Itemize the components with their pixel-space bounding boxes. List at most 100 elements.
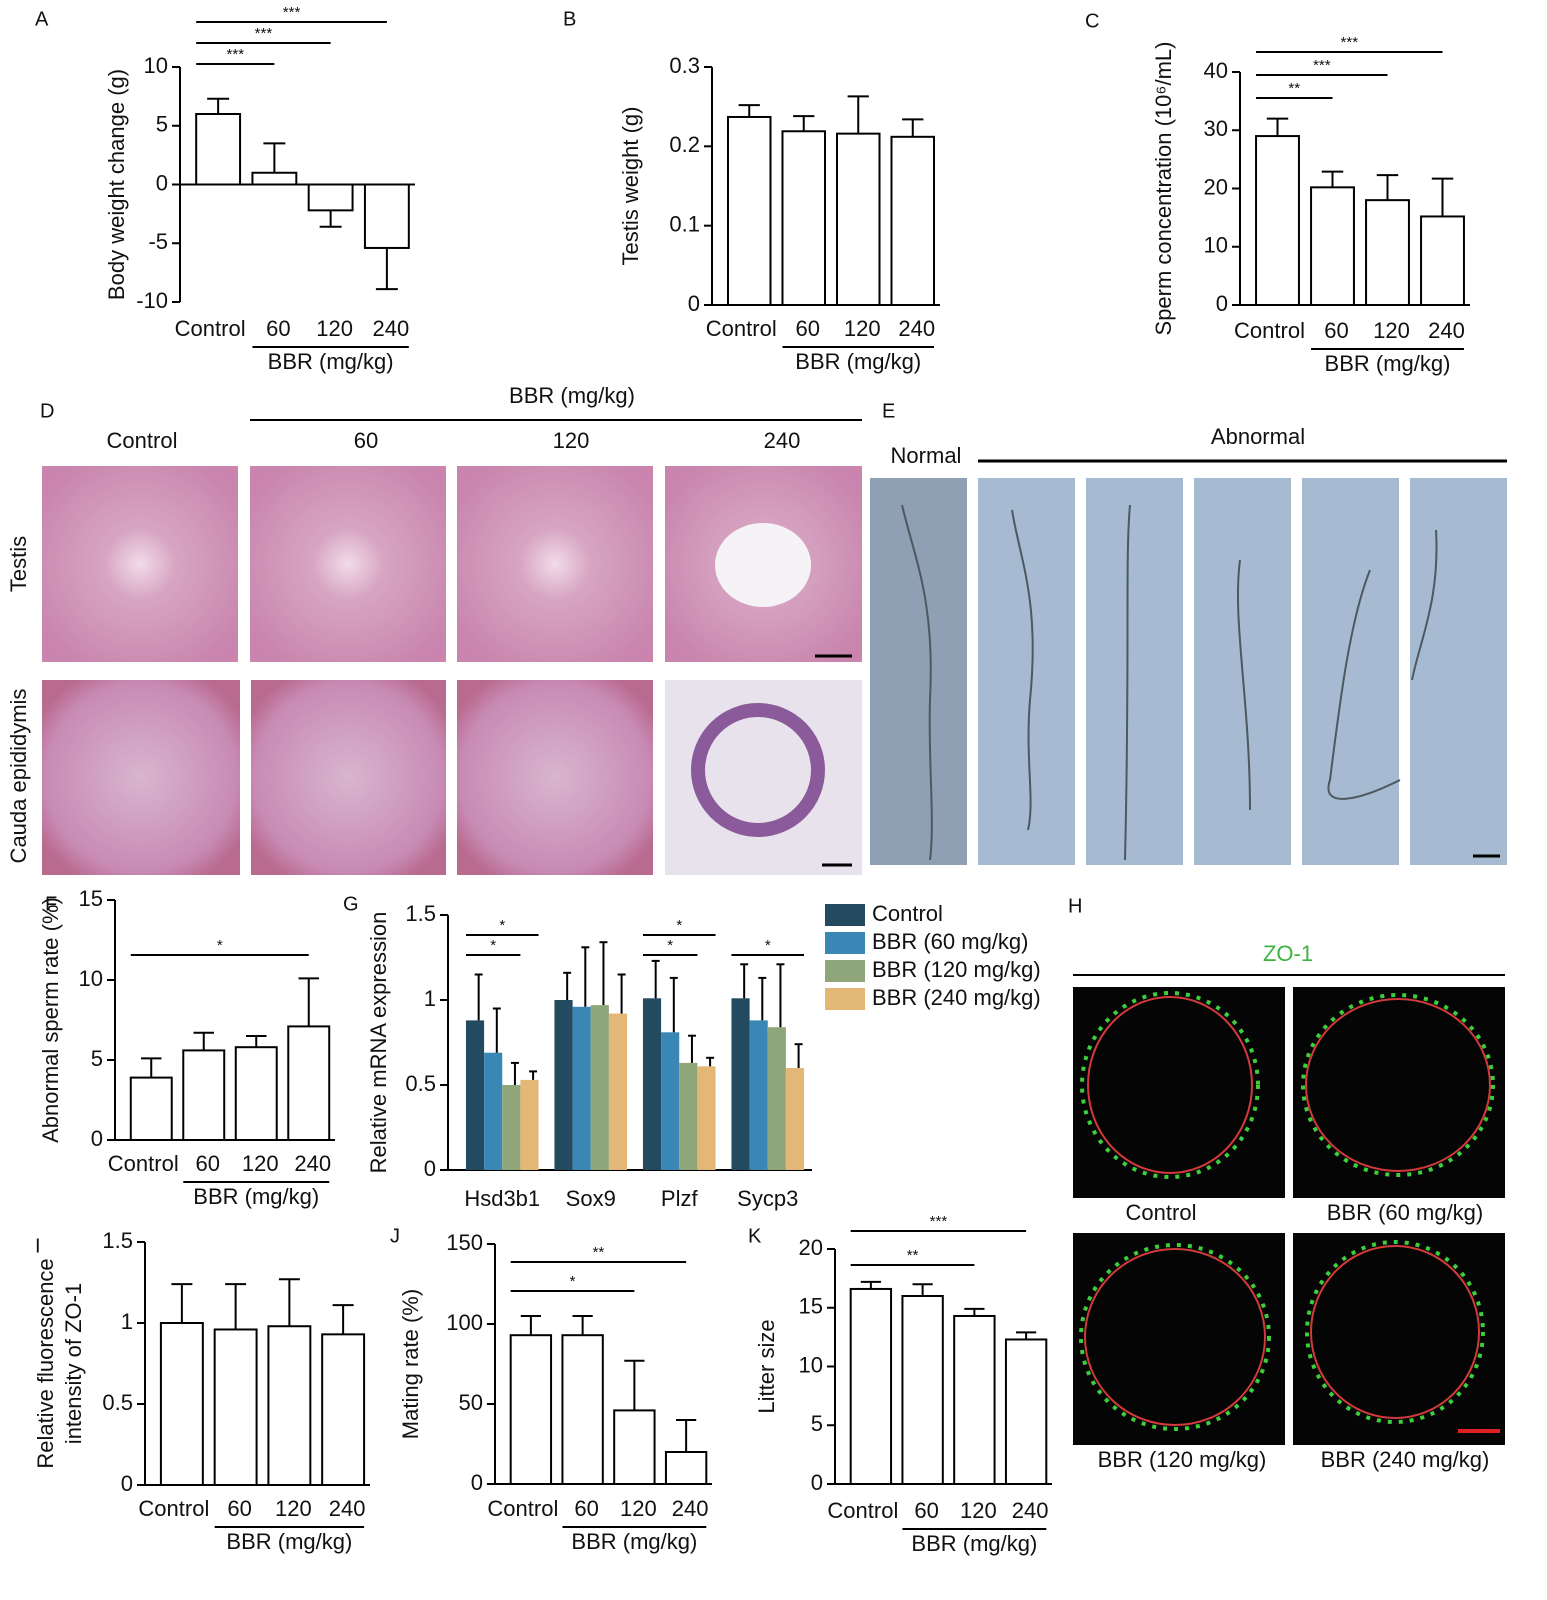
y-tick-label: 1: [121, 1309, 133, 1334]
y-axis-title: Relative mRNA expression: [366, 912, 391, 1174]
panel-label: F: [45, 893, 57, 915]
x-tick-label: 240: [672, 1496, 709, 1521]
y-tick-label: 1.5: [405, 901, 436, 926]
micrograph: [1410, 478, 1507, 865]
x-tick-label: 120: [620, 1496, 657, 1521]
y-tick-label: 100: [446, 1310, 483, 1335]
bar: [1255, 135, 1300, 306]
y-axis-title: Sperm concentration (10⁶/mL): [1151, 42, 1176, 336]
significance-label: *: [667, 937, 673, 954]
caption: BBR (240 mg/kg): [1321, 1447, 1490, 1472]
y-tick-label: 0.1: [669, 211, 700, 236]
bar: [509, 1334, 553, 1485]
significance-label: **: [593, 1244, 605, 1261]
caption: Control: [1126, 1200, 1197, 1225]
y-axis-title: Litter size: [754, 1319, 779, 1413]
micrograph: [978, 478, 1075, 865]
y-tick-label: 15: [79, 886, 103, 911]
y-tick-label: 10: [1204, 233, 1228, 258]
duct: [691, 703, 825, 837]
bar: [321, 1333, 366, 1486]
bar: [554, 1000, 573, 1170]
caption: BBR (120 mg/kg): [1098, 1447, 1267, 1472]
bar: [572, 1006, 591, 1170]
y-axis-title: Abnormal sperm rate (%): [38, 897, 63, 1143]
x-tick-label: Control: [138, 1496, 209, 1521]
bar: [613, 1409, 656, 1486]
x-tick-label: 60: [574, 1496, 598, 1521]
x-tick-label: Control: [108, 1151, 179, 1176]
micrograph: [1073, 987, 1285, 1198]
bar: [287, 1025, 331, 1142]
bar: [1310, 186, 1355, 307]
x-tick-label: 240: [1428, 318, 1465, 343]
micrograph: [1293, 1233, 1505, 1445]
x-tick-label: 60: [266, 316, 290, 341]
x-tick-label: Sox9: [566, 1186, 616, 1211]
y-tick-label: 0.3: [669, 53, 700, 78]
group-label: BBR (mg/kg): [571, 1529, 697, 1554]
y-tick-label: -5: [148, 229, 168, 254]
legend-swatch: [825, 932, 865, 954]
legend-label: Control: [872, 901, 943, 926]
x-tick-label: Hsd3b1: [464, 1186, 540, 1211]
significance-label: *: [490, 937, 496, 954]
y-tick-label: 1: [424, 986, 436, 1011]
bar: [307, 183, 354, 212]
bar: [484, 1052, 503, 1170]
panel-label: D: [40, 400, 54, 422]
legend-label: BBR (120 mg/kg): [872, 957, 1041, 982]
bar: [502, 1085, 521, 1170]
group-header: Normal: [891, 443, 962, 468]
y-tick-label: 10: [79, 966, 103, 991]
bar: [608, 1013, 628, 1170]
micrograph: [870, 478, 967, 865]
x-tick-label: 60: [196, 1151, 220, 1176]
group-label: BBR (mg/kg): [226, 1529, 352, 1554]
micrograph: [1302, 478, 1399, 865]
x-tick-label: 120: [960, 1498, 997, 1523]
y-tick-label: 5: [91, 1046, 103, 1071]
y-tick-label: 10: [799, 1352, 823, 1377]
y-tick-label: 20: [799, 1235, 823, 1260]
x-tick-label: 60: [1324, 318, 1348, 343]
legend-swatch: [825, 960, 865, 982]
y-tick-label: 30: [1204, 116, 1228, 141]
group-label: BBR (mg/kg): [268, 349, 394, 374]
y-tick-label: 0.5: [102, 1390, 133, 1415]
significance-label: *: [570, 1273, 576, 1290]
x-tick-label: 240: [898, 316, 935, 341]
y-tick-label: 0: [471, 1470, 483, 1495]
panel-label: H: [1068, 895, 1082, 917]
group-label: BBR (mg/kg): [795, 349, 921, 374]
y-tick-label: 40: [1204, 58, 1228, 83]
bar: [785, 1068, 805, 1170]
bar: [767, 1027, 786, 1170]
bar: [1365, 199, 1410, 306]
significance-label: *: [676, 917, 682, 934]
y-axis-title: Relative fluorescence: [33, 1258, 58, 1468]
x-tick-label: 60: [914, 1498, 938, 1523]
bar: [234, 1046, 278, 1141]
x-tick-label: 240: [329, 1496, 366, 1521]
tubule-outlines: [1079, 991, 1495, 1431]
bar: [561, 1334, 604, 1485]
column-label: 60: [354, 428, 378, 453]
micrograph: [1086, 478, 1183, 865]
group-label: BBR (mg/kg): [1325, 351, 1451, 376]
significance-label: *: [765, 937, 771, 954]
x-tick-label: Control: [487, 1496, 558, 1521]
bar: [679, 1062, 698, 1170]
bar: [726, 115, 772, 307]
y-tick-label: 15: [799, 1294, 823, 1319]
group-header: Abnormal: [1211, 424, 1305, 449]
bar: [849, 1287, 893, 1485]
bar: [781, 130, 827, 306]
bar: [890, 135, 936, 306]
significance-label: ***: [283, 4, 301, 21]
y-axis-title: Testis weight (g): [618, 107, 643, 266]
y-tick-label: 0: [156, 170, 168, 195]
legend-label: BBR (60 mg/kg): [872, 929, 1029, 954]
bar: [731, 998, 750, 1170]
sperm-shapes: [901, 504, 1438, 861]
